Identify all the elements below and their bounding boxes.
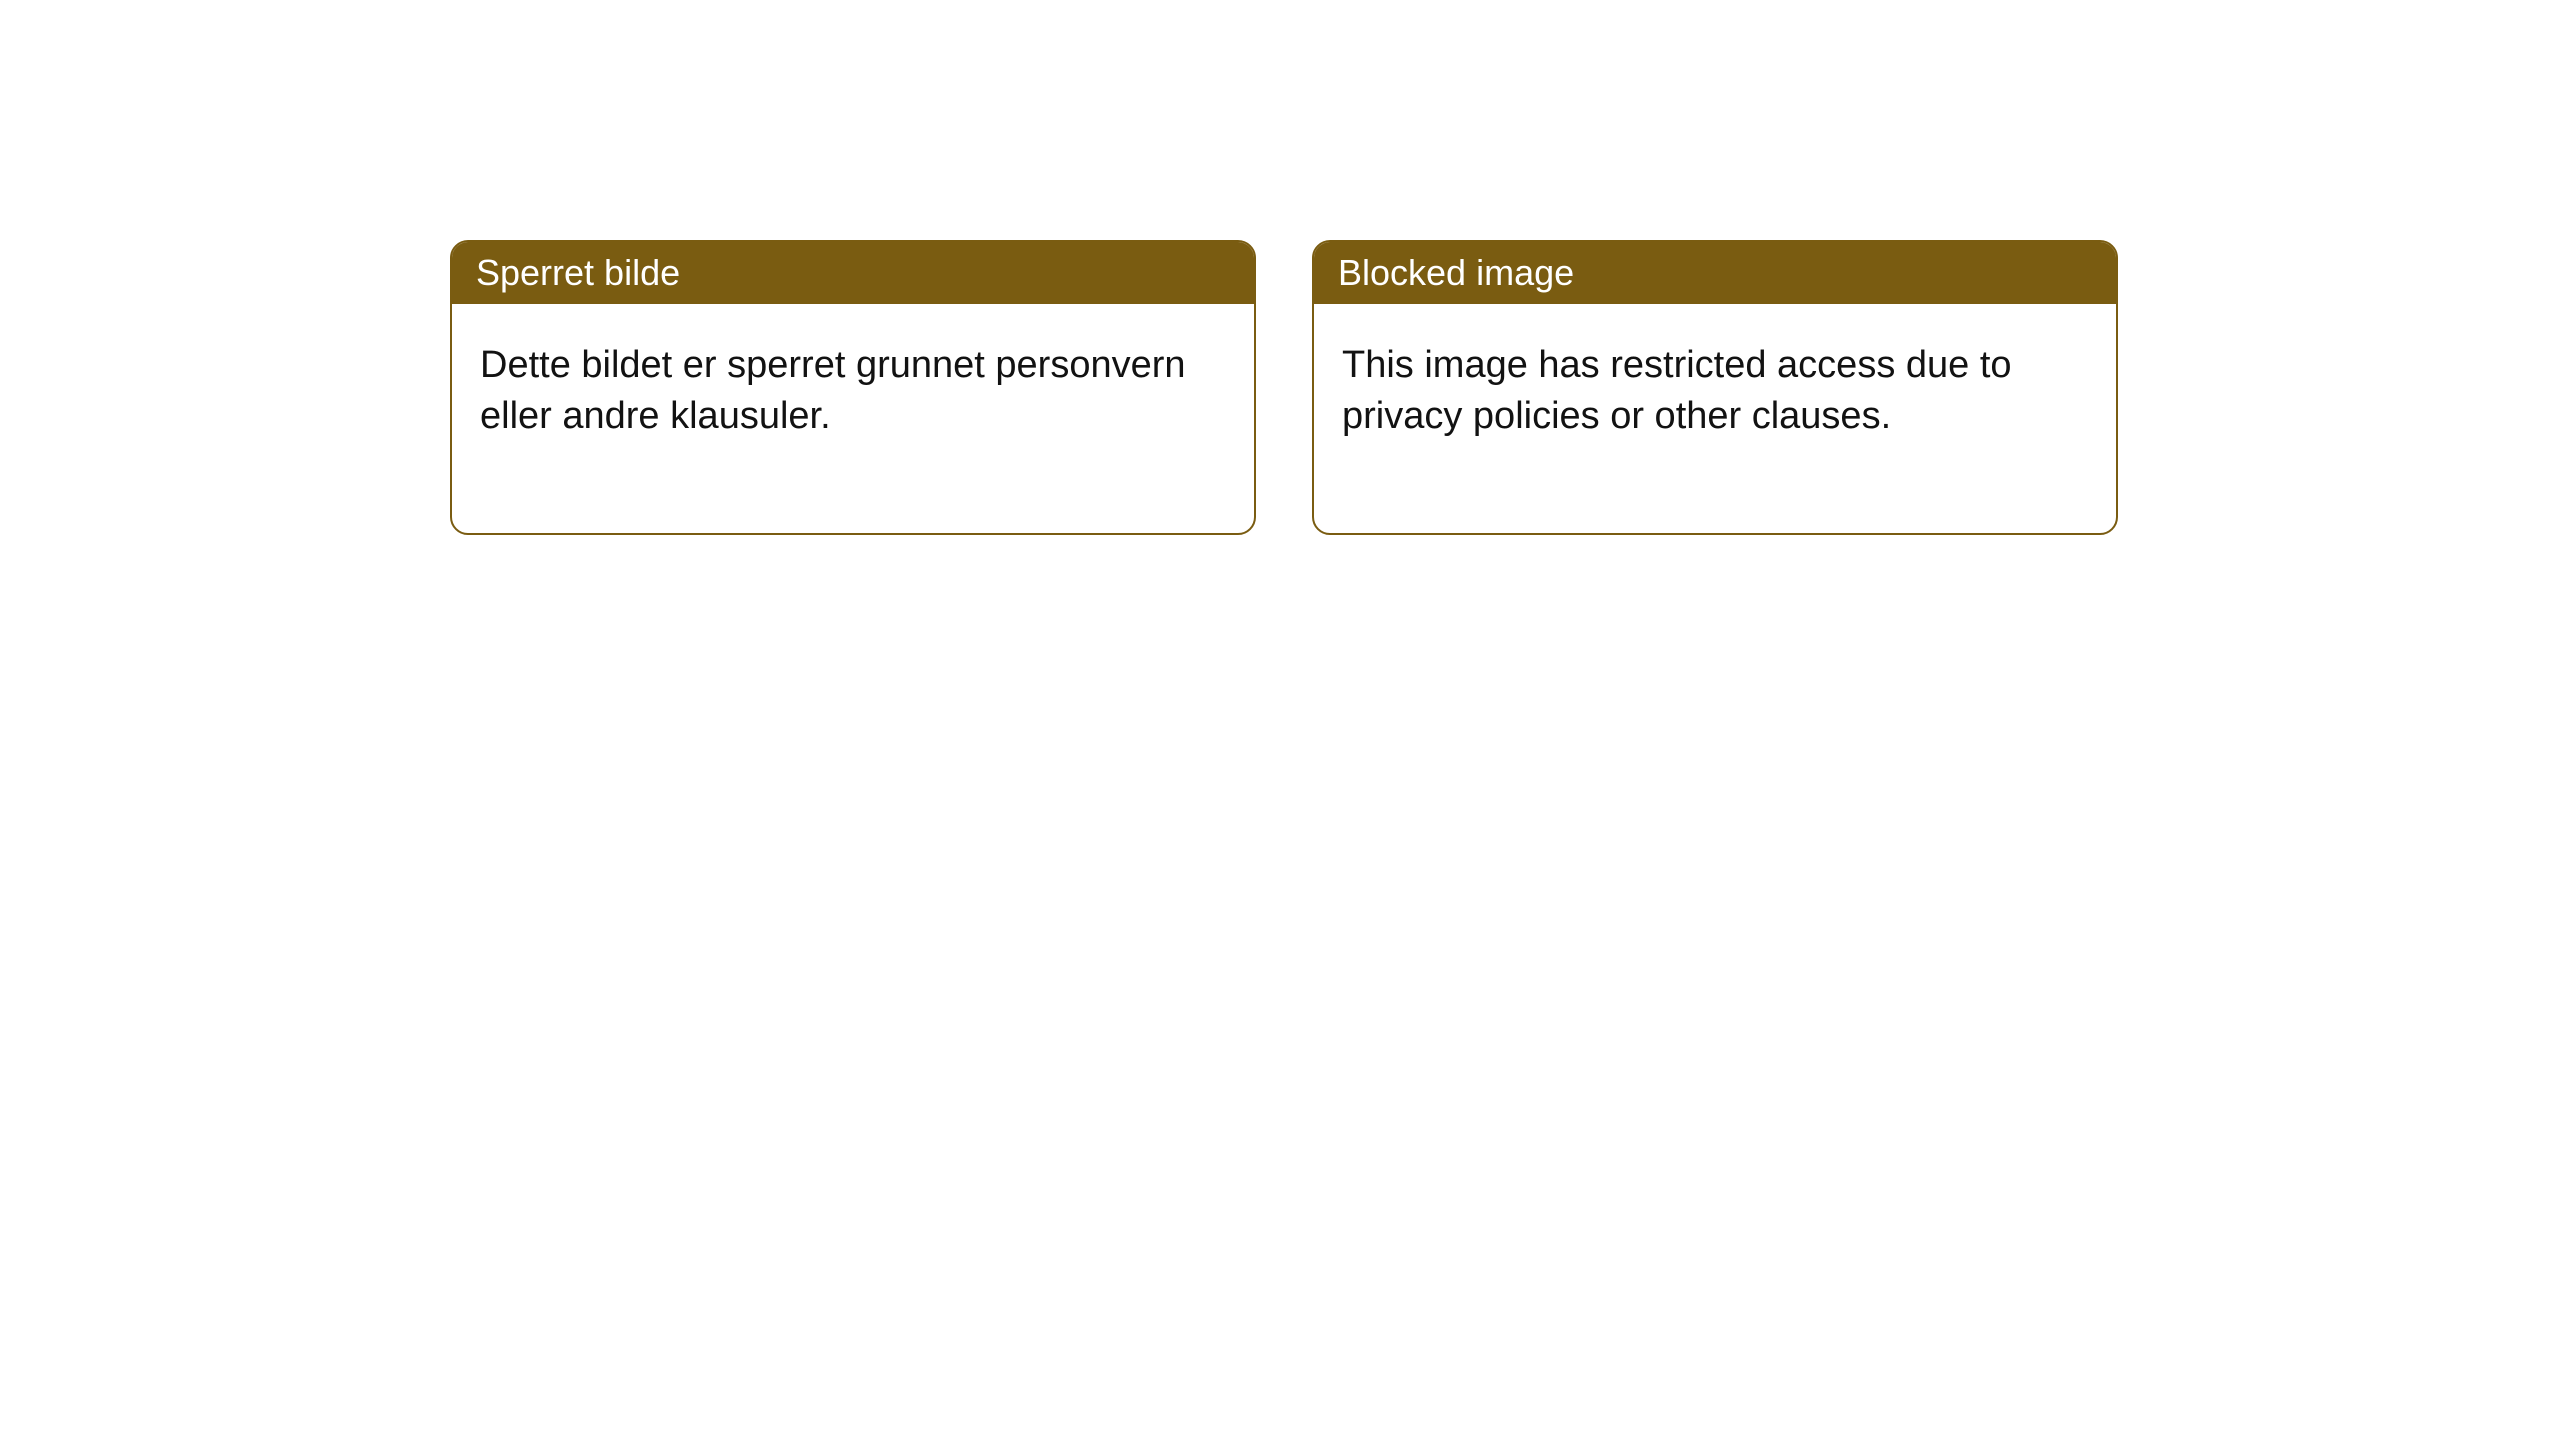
notice-container: Sperret bilde Dette bildet er sperret gr…: [0, 0, 2560, 535]
notice-title-norwegian: Sperret bilde: [452, 242, 1254, 304]
notice-body-english: This image has restricted access due to …: [1314, 304, 2116, 533]
notice-card-english: Blocked image This image has restricted …: [1312, 240, 2118, 535]
notice-body-norwegian: Dette bildet er sperret grunnet personve…: [452, 304, 1254, 533]
notice-title-english: Blocked image: [1314, 242, 2116, 304]
notice-card-norwegian: Sperret bilde Dette bildet er sperret gr…: [450, 240, 1256, 535]
